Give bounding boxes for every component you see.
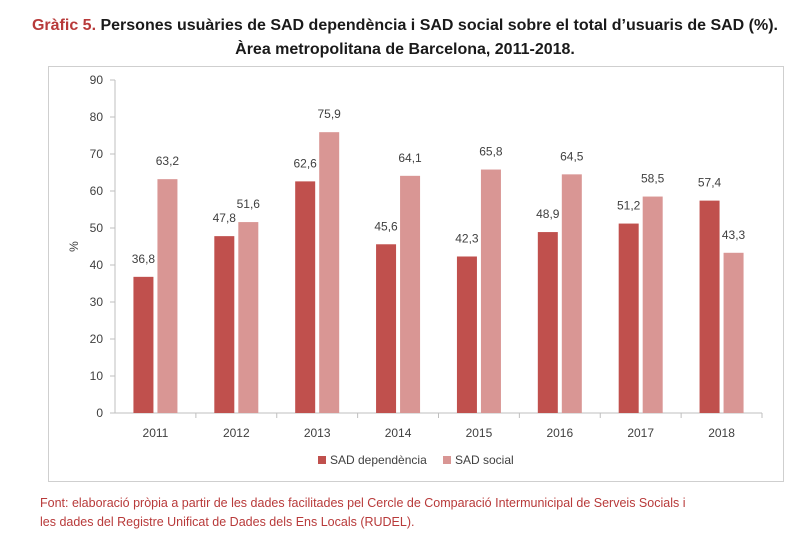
source-note: Font: elaboració pròpia a partir de les … bbox=[40, 494, 800, 532]
data-label-sad-dependencia: 48,9 bbox=[536, 207, 560, 221]
data-label-sad-social: 64,5 bbox=[560, 149, 584, 163]
data-label-sad-dependencia: 42,3 bbox=[455, 231, 479, 245]
y-axis-title: % bbox=[67, 241, 81, 252]
bar-sad-social bbox=[238, 222, 259, 413]
y-tick-label: 60 bbox=[90, 184, 104, 198]
bar-sad-social bbox=[157, 179, 178, 413]
title-line-2: Àrea metropolitana de Barcelona, 2011-20… bbox=[235, 41, 575, 58]
bar-sad-dependencia bbox=[214, 236, 235, 413]
y-tick-label: 40 bbox=[90, 258, 104, 272]
data-label-sad-dependencia: 51,2 bbox=[617, 199, 641, 213]
bar-sad-social bbox=[480, 169, 501, 413]
bar-sad-social bbox=[642, 196, 663, 413]
bar-sad-social bbox=[561, 174, 582, 413]
data-label-sad-social: 63,2 bbox=[156, 154, 180, 168]
title-label: Gràfic 5. bbox=[31, 17, 97, 34]
bar-sad-social bbox=[319, 132, 340, 414]
legend-swatch bbox=[318, 456, 326, 464]
data-label-sad-social: 51,6 bbox=[237, 197, 261, 211]
source-line-2: les dades del Registre Unificat de Dades… bbox=[40, 515, 415, 529]
data-label-sad-social: 64,1 bbox=[398, 151, 422, 165]
y-tick-label: 0 bbox=[96, 406, 103, 420]
bar-sad-dependencia bbox=[699, 200, 720, 413]
y-tick-label: 80 bbox=[90, 110, 104, 124]
x-tick-label: 2012 bbox=[223, 426, 250, 440]
y-tick-label: 50 bbox=[90, 221, 104, 235]
bar-sad-social bbox=[400, 175, 421, 413]
legend-swatch bbox=[443, 456, 451, 464]
y-tick-label: 10 bbox=[90, 369, 104, 383]
bar-sad-dependencia bbox=[133, 276, 154, 413]
data-label-sad-social: 58,5 bbox=[641, 172, 665, 186]
x-tick-label: 2014 bbox=[385, 426, 412, 440]
y-tick-label: 20 bbox=[90, 332, 104, 346]
x-tick-label: 2015 bbox=[466, 426, 493, 440]
title-line-1: Gràfic 5. Persones usuàries de SAD depen… bbox=[0, 14, 810, 38]
bar-sad-dependencia bbox=[295, 181, 316, 413]
y-tick-label: 30 bbox=[90, 295, 104, 309]
data-label-sad-dependencia: 57,4 bbox=[698, 176, 722, 190]
x-tick-label: 2017 bbox=[627, 426, 654, 440]
chart-frame bbox=[48, 66, 784, 482]
bar-sad-social bbox=[723, 252, 744, 413]
y-tick-label: 70 bbox=[90, 147, 104, 161]
data-label-sad-dependencia: 45,6 bbox=[374, 219, 398, 233]
x-tick-label: 2011 bbox=[143, 426, 169, 440]
data-label-sad-dependencia: 36,8 bbox=[132, 252, 156, 266]
y-tick-label: 90 bbox=[90, 73, 104, 87]
data-label-sad-dependencia: 47,8 bbox=[213, 211, 237, 225]
bar-sad-dependencia bbox=[376, 244, 397, 413]
legend-label: SAD social bbox=[455, 453, 514, 467]
data-label-sad-social: 75,9 bbox=[318, 107, 342, 121]
data-label-sad-social: 65,8 bbox=[479, 145, 503, 159]
data-label-sad-dependencia: 62,6 bbox=[294, 156, 318, 170]
x-tick-label: 2018 bbox=[708, 426, 735, 440]
legend-label: SAD dependència bbox=[330, 453, 427, 467]
bar-sad-dependencia bbox=[537, 232, 558, 413]
x-tick-label: 2013 bbox=[304, 426, 331, 440]
bar-sad-dependencia bbox=[456, 256, 477, 413]
x-tick-label: 2016 bbox=[546, 426, 573, 440]
bar-sad-dependencia bbox=[618, 223, 639, 413]
title-text: Persones usuàries de SAD dependència i S… bbox=[100, 17, 778, 34]
chart-title: Gràfic 5. Persones usuàries de SAD depen… bbox=[0, 14, 810, 62]
data-label-sad-social: 43,3 bbox=[722, 228, 746, 242]
source-line-1: Font: elaboració pròpia a partir de les … bbox=[40, 496, 686, 510]
